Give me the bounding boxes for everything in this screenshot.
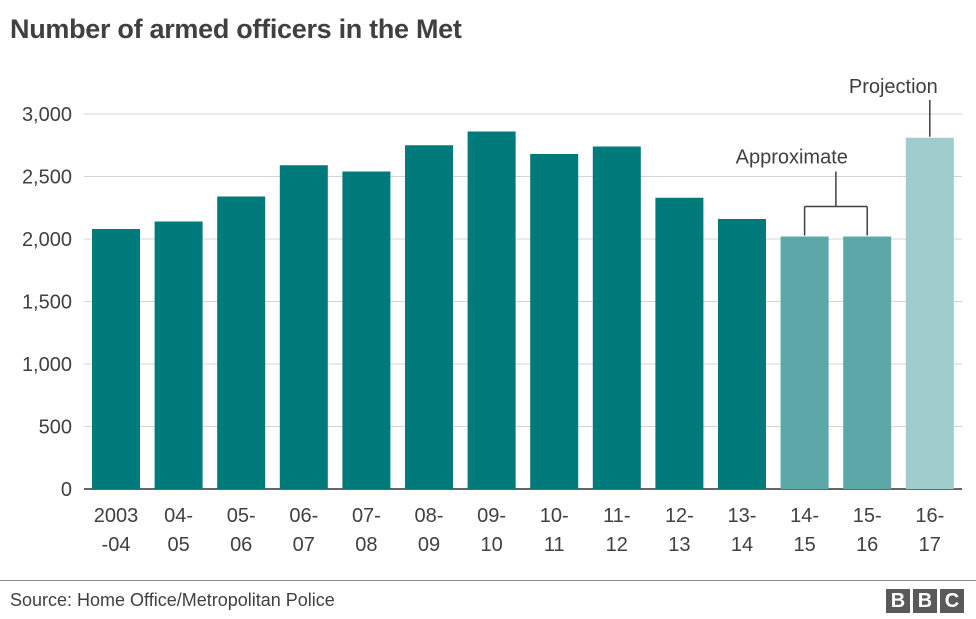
bar	[405, 145, 453, 489]
x-tick-label: 16	[856, 534, 878, 556]
bbc-logo: B B C	[886, 589, 964, 613]
bbc-logo-letter: B	[886, 589, 910, 613]
x-tick-label: 12	[606, 534, 628, 556]
x-tick-label: 05-	[227, 505, 256, 527]
annotations: Approximate Projection	[736, 76, 938, 236]
y-tick-label: 500	[39, 417, 72, 439]
x-tick-label: 09-	[477, 505, 506, 527]
x-axis-tick-labels: 2003 -04 04- 05 05- 06 06- 07 07- 08 08- 09 09- 10 10-…	[94, 505, 945, 556]
x-tick-label: 11-	[603, 505, 630, 527]
bar	[467, 131, 516, 489]
chart-title: Number of armed officers in the Met	[10, 14, 462, 44]
x-tick-label: 06	[230, 534, 252, 556]
y-tick-label: 2,500	[22, 167, 72, 189]
annotation-approximate: Approximate	[736, 147, 848, 169]
x-tick-label: 11	[544, 534, 565, 556]
x-tick-label: 05	[167, 534, 189, 556]
y-tick-label: 1,000	[22, 354, 72, 376]
x-tick-label: 10	[480, 534, 502, 556]
x-tick-label: 13-	[728, 505, 757, 527]
bar	[342, 171, 391, 489]
y-tick-label: 3,000	[22, 104, 72, 126]
bars	[92, 131, 954, 489]
x-tick-label: 04-	[164, 505, 193, 527]
x-tick-label: 16-	[915, 505, 944, 527]
bar-chart: 0 500 1,000 1,500 2,000 2,500 3,000 2003 -04 04-…	[22, 76, 962, 556]
source-note: Source: Home Office/Metropolitan Police	[10, 590, 335, 610]
bbc-logo-letter: B	[913, 589, 937, 613]
x-tick-label: -04	[102, 534, 131, 556]
x-tick-label: 15-	[853, 505, 882, 527]
bar	[592, 146, 641, 489]
x-tick-label: 17	[919, 534, 941, 556]
x-tick-label: 08	[355, 534, 377, 556]
gridlines	[84, 113, 962, 490]
footer-divider	[0, 580, 976, 581]
y-tick-label: 2,000	[22, 229, 72, 251]
bar	[154, 221, 203, 489]
bar	[92, 229, 140, 489]
y-tick-label: 1,500	[22, 292, 72, 314]
x-tick-label: 07-	[352, 505, 381, 527]
x-tick-label: 14	[731, 534, 753, 556]
bar	[217, 196, 266, 489]
x-tick-label: 13	[668, 534, 690, 556]
bar	[780, 236, 829, 489]
bar	[655, 197, 704, 489]
bar	[843, 236, 892, 489]
x-tick-label: 15	[793, 534, 815, 556]
y-tick-label: 0	[61, 479, 72, 501]
y-axis-tick-labels: 0 500 1,000 1,500 2,000 2,500 3,000	[22, 104, 72, 501]
annotation-projection: Projection	[849, 76, 938, 98]
bar	[905, 137, 954, 489]
x-tick-label: 10-	[540, 505, 569, 527]
bar	[718, 219, 766, 489]
bar	[279, 165, 328, 489]
x-tick-label: 09	[418, 534, 440, 556]
x-tick-label: 2003	[94, 505, 139, 527]
bar	[530, 154, 579, 489]
bbc-logo-letter: C	[940, 589, 964, 613]
x-tick-label: 06-	[289, 505, 318, 527]
x-tick-label: 12-	[665, 505, 694, 527]
x-tick-label: 14-	[790, 505, 819, 527]
x-tick-label: 08-	[415, 505, 444, 527]
x-tick-label: 07	[293, 534, 315, 556]
